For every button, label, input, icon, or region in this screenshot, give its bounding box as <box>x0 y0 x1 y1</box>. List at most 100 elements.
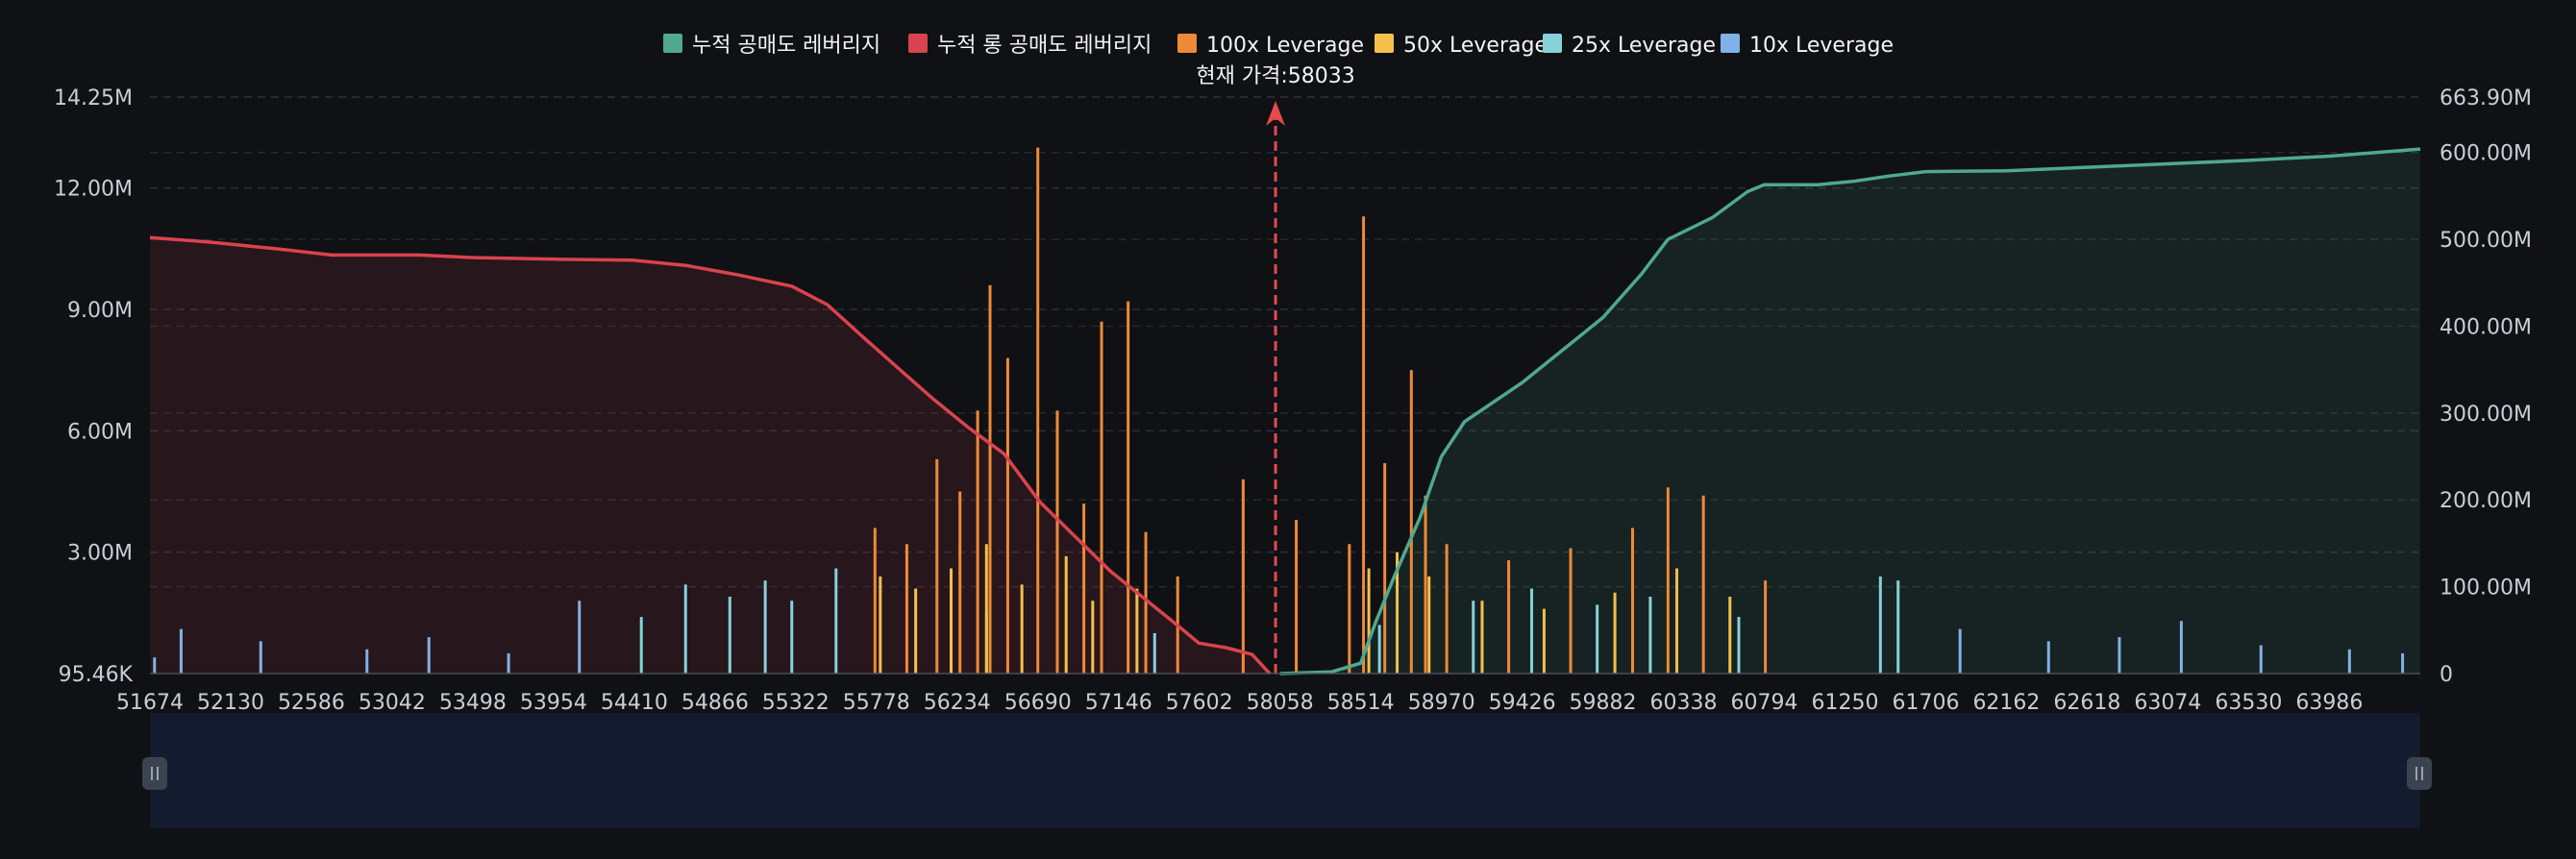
lev100-bar <box>1295 520 1299 674</box>
lev100-bar <box>976 410 979 674</box>
lev50-bar <box>1613 592 1617 674</box>
lev10-bar <box>2347 649 2351 674</box>
lev25-bar <box>1530 588 1534 674</box>
lev25-bar <box>1377 625 1381 674</box>
x-tick-label: 52586 <box>278 691 345 715</box>
x-tick-label: 56234 <box>924 691 991 715</box>
lev25-bar <box>1648 597 1652 674</box>
lev100-bar <box>1127 301 1130 674</box>
x-tick-label: 54866 <box>681 691 749 715</box>
lev50-bar <box>1427 576 1431 674</box>
lev50-bar <box>1542 608 1546 674</box>
lev25-bar <box>639 617 643 674</box>
line-layer <box>149 147 2421 675</box>
x-tick-label: 61250 <box>1811 691 1878 715</box>
lev100-bar <box>1701 495 1705 674</box>
bar-layer <box>153 147 2405 675</box>
axis-layer: 95.46K 3.00M 6.00M 9.00M 12.00M 14.25M 0 100.00… <box>54 86 2532 715</box>
lev10-bar <box>2046 641 2050 674</box>
lev25-bar <box>763 580 767 674</box>
x-tick-label: 53042 <box>359 691 426 715</box>
lev10-bar <box>2259 645 2263 674</box>
x-tick-label: 54410 <box>601 691 668 715</box>
legend-item[interactable]: 25x Leverage <box>1543 34 1716 58</box>
lev50-bar <box>949 568 953 674</box>
x-tick-label: 59426 <box>1489 691 1556 715</box>
legend-label: 누적 롱 공매도 레버리지 <box>937 34 1152 58</box>
y-right-tick-label: 600.00M <box>2440 142 2532 166</box>
lev50-bar <box>1675 568 1679 674</box>
lev25-bar <box>1152 632 1156 674</box>
lev100-bar <box>1241 479 1245 674</box>
legend-item[interactable]: 10x Leverage <box>1721 34 1894 58</box>
lev10-bar <box>179 628 183 674</box>
y-left-tick-label: 14.25M <box>54 86 133 110</box>
legend-label: 누적 공매도 레버리지 <box>692 34 880 58</box>
x-tick-label: 60794 <box>1731 691 1798 715</box>
x-tick-label: 57602 <box>1166 691 1233 715</box>
y-right-tick-label: 100.00M <box>2440 577 2532 601</box>
lev25-bar <box>790 601 794 674</box>
x-tick-label: 58058 <box>1247 691 1314 715</box>
lev100-bar <box>1507 560 1511 674</box>
lev10-bar <box>1958 628 1962 674</box>
zoom-handle-right[interactable] <box>2407 757 2432 790</box>
legend-item[interactable]: 50x Leverage <box>1375 34 1548 58</box>
cumulative-long-line <box>149 235 1272 675</box>
lev100-bar <box>1569 548 1573 674</box>
lev50-bar <box>879 576 882 674</box>
zoom-slider[interactable] <box>142 713 2432 828</box>
lev50-bar <box>1135 588 1139 674</box>
current-price-label: 현재 가격:58033 <box>1196 64 1354 88</box>
lev100-bar <box>1409 370 1413 674</box>
y-right-tick-label: 0 <box>2440 663 2453 687</box>
legend-swatch <box>1375 34 1394 53</box>
lev25-bar <box>683 584 687 674</box>
x-tick-label: 60338 <box>1650 691 1718 715</box>
lev50-bar <box>914 588 918 674</box>
lev25-bar <box>834 568 838 674</box>
x-tick-label: 59882 <box>1570 691 1637 715</box>
legend-label: 50x Leverage <box>1403 34 1548 58</box>
legend[interactable]: 누적 공매도 레버리지 누적 롱 공매도 레버리지 100x Leverage 50x… <box>663 34 1894 58</box>
x-tick-label: 61706 <box>1892 691 1959 715</box>
lev50-bar <box>1367 568 1371 674</box>
x-tick-label: 63530 <box>2215 691 2282 715</box>
legend-label: 25x Leverage <box>1572 34 1716 58</box>
zoom-range-area[interactable] <box>150 713 2420 828</box>
lev25-bar <box>1878 576 1882 674</box>
lev100-bar <box>1424 495 1427 674</box>
legend-item[interactable]: 100x Leverage <box>1177 34 1364 58</box>
x-tick-label: 52130 <box>197 691 264 715</box>
legend-label: 100x Leverage <box>1206 34 1364 58</box>
y-right-tick-label: 500.00M <box>2440 229 2532 253</box>
legend-swatch <box>1177 34 1197 53</box>
lev25-bar <box>1472 601 1475 674</box>
lev10-bar <box>365 649 369 674</box>
lev50-bar <box>1480 601 1484 674</box>
x-tick-label: 58970 <box>1408 691 1475 715</box>
y-left-tick-label: 9.00M <box>67 299 133 323</box>
zoom-handle-body[interactable] <box>142 757 167 790</box>
lev50-bar <box>1396 552 1399 674</box>
lev50-bar <box>1064 555 1068 674</box>
legend-label: 10x Leverage <box>1749 34 1894 58</box>
x-tick-label: 55322 <box>762 691 830 715</box>
lev100-bar <box>1362 216 1366 675</box>
zoom-handle-left[interactable] <box>142 757 167 790</box>
y-left-tick-label: 3.00M <box>67 542 133 566</box>
y-right-tick-label: 300.00M <box>2440 403 2532 427</box>
lev10-bar <box>259 641 262 674</box>
lev50-bar <box>1020 584 1024 674</box>
lev100-bar <box>1005 357 1009 674</box>
lev25-bar <box>728 597 731 674</box>
lev100-bar <box>904 544 908 674</box>
x-tick-label: 63986 <box>2295 691 2363 715</box>
y-left-tick-label: 6.00M <box>67 420 133 444</box>
legend-item[interactable]: 누적 롱 공매도 레버리지 <box>908 34 1152 58</box>
zoom-handle-body[interactable] <box>2407 757 2432 790</box>
lev100-bar <box>1100 321 1103 674</box>
legend-item[interactable]: 누적 공매도 레버리지 <box>663 34 880 58</box>
